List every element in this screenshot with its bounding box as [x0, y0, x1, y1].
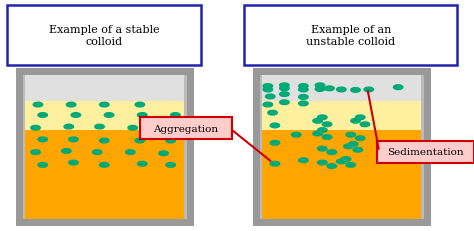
Circle shape	[265, 95, 275, 99]
Circle shape	[292, 133, 301, 137]
Text: Aggregation: Aggregation	[154, 124, 219, 133]
Circle shape	[33, 103, 43, 107]
Circle shape	[64, 125, 73, 129]
Circle shape	[92, 150, 102, 155]
Circle shape	[393, 85, 403, 90]
Circle shape	[100, 163, 109, 167]
Circle shape	[356, 136, 365, 141]
Circle shape	[62, 149, 71, 154]
Circle shape	[31, 126, 40, 131]
Circle shape	[327, 150, 337, 155]
Circle shape	[38, 113, 47, 118]
Circle shape	[280, 87, 289, 91]
Circle shape	[280, 100, 289, 105]
Circle shape	[348, 142, 358, 147]
Circle shape	[299, 88, 308, 92]
Bar	[262, 72, 421, 101]
Circle shape	[299, 95, 308, 100]
Circle shape	[31, 150, 40, 155]
Circle shape	[95, 125, 104, 129]
Text: Example of a stable
colloid: Example of a stable colloid	[49, 25, 160, 47]
Circle shape	[344, 144, 353, 149]
Circle shape	[69, 161, 78, 165]
Circle shape	[135, 103, 145, 107]
Circle shape	[171, 113, 180, 118]
Circle shape	[280, 84, 289, 88]
Circle shape	[318, 128, 327, 133]
Circle shape	[137, 162, 147, 166]
Circle shape	[322, 135, 332, 140]
Circle shape	[315, 84, 325, 88]
Circle shape	[128, 126, 137, 131]
Circle shape	[161, 126, 171, 131]
Circle shape	[353, 148, 363, 152]
Circle shape	[315, 87, 325, 92]
Circle shape	[104, 113, 114, 118]
Circle shape	[100, 139, 109, 143]
FancyBboxPatch shape	[140, 118, 232, 140]
Bar	[256, 72, 427, 222]
Circle shape	[159, 151, 168, 156]
Circle shape	[299, 102, 308, 106]
Circle shape	[66, 103, 76, 107]
Bar	[256, 72, 427, 222]
Text: Example of an
unstable colloid: Example of an unstable colloid	[306, 25, 395, 47]
Bar	[25, 101, 184, 131]
Circle shape	[166, 163, 175, 167]
Circle shape	[318, 147, 327, 151]
Circle shape	[313, 132, 322, 136]
Circle shape	[318, 161, 327, 165]
Circle shape	[322, 122, 332, 127]
Circle shape	[318, 116, 327, 120]
Circle shape	[346, 133, 356, 137]
Circle shape	[360, 122, 370, 127]
Circle shape	[313, 119, 322, 124]
Circle shape	[337, 159, 346, 164]
Bar	[25, 131, 184, 220]
Circle shape	[270, 141, 280, 146]
Circle shape	[126, 150, 135, 155]
Circle shape	[38, 163, 47, 167]
Circle shape	[270, 124, 280, 128]
Bar	[25, 72, 184, 101]
Circle shape	[327, 164, 337, 169]
Circle shape	[351, 88, 360, 93]
Circle shape	[71, 113, 81, 118]
Circle shape	[351, 119, 360, 124]
Circle shape	[137, 113, 147, 118]
Circle shape	[135, 139, 145, 143]
Bar	[19, 72, 190, 222]
Circle shape	[100, 103, 109, 107]
Circle shape	[38, 137, 47, 142]
Circle shape	[299, 84, 308, 89]
Circle shape	[69, 137, 78, 142]
Bar	[262, 131, 421, 220]
FancyBboxPatch shape	[7, 6, 201, 66]
Text: Sedimentation: Sedimentation	[387, 147, 464, 156]
Circle shape	[268, 111, 277, 116]
Circle shape	[341, 157, 351, 162]
Bar	[19, 72, 190, 222]
Circle shape	[337, 88, 346, 92]
Circle shape	[263, 103, 273, 107]
Circle shape	[270, 162, 280, 166]
Circle shape	[166, 139, 175, 143]
Bar	[262, 101, 421, 131]
FancyBboxPatch shape	[244, 6, 457, 66]
Circle shape	[356, 116, 365, 120]
Circle shape	[280, 92, 289, 97]
Circle shape	[325, 87, 334, 91]
Circle shape	[299, 158, 308, 163]
Circle shape	[263, 88, 273, 92]
FancyBboxPatch shape	[377, 141, 474, 163]
Circle shape	[346, 163, 356, 167]
Circle shape	[364, 88, 374, 92]
Circle shape	[263, 84, 273, 89]
